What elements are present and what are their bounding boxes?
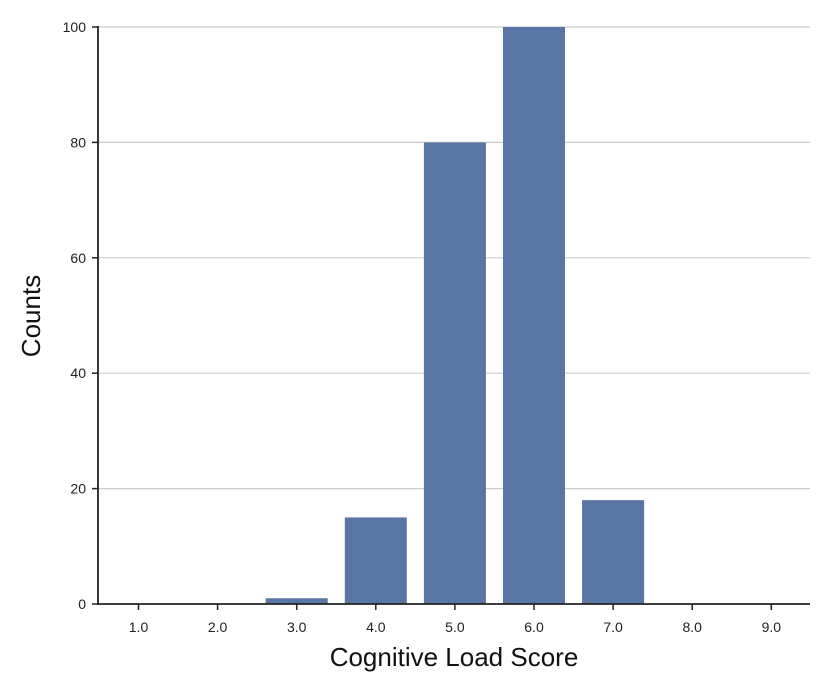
y-axis-label: Counts [16, 275, 46, 357]
y-tick-label: 100 [63, 19, 87, 35]
bar-6.0 [503, 27, 565, 604]
bar-5.0 [423, 142, 486, 604]
x-tick-label: 6.0 [524, 619, 544, 635]
bar-7.0 [582, 500, 645, 604]
x-ticks: 1.0 2.0 3.0 4.0 5.0 6.0 7.0 8.0 9.0 [129, 604, 781, 635]
x-tick-label: 3.0 [287, 619, 307, 635]
bar-3.0 [265, 598, 328, 604]
y-tick-label: 80 [70, 134, 86, 150]
y-tick-label: 20 [70, 481, 86, 497]
x-axis-label: Cognitive Load Score [330, 642, 579, 672]
x-tick-label: 7.0 [603, 619, 623, 635]
x-tick-label: 8.0 [682, 619, 702, 635]
x-tick-label: 9.0 [762, 619, 782, 635]
bar-4.0 [344, 517, 407, 604]
y-ticks: 0 20 40 60 80 100 [63, 19, 98, 612]
x-tick-label: 2.0 [208, 619, 228, 635]
x-tick-label: 4.0 [366, 619, 386, 635]
axes [97, 26, 810, 605]
x-tick-label: 1.0 [129, 619, 149, 635]
x-tick-label: 5.0 [445, 619, 465, 635]
bars [265, 27, 645, 604]
y-tick-label: 60 [70, 250, 86, 266]
y-tick-label: 40 [70, 365, 86, 381]
y-tick-label: 0 [78, 596, 86, 612]
